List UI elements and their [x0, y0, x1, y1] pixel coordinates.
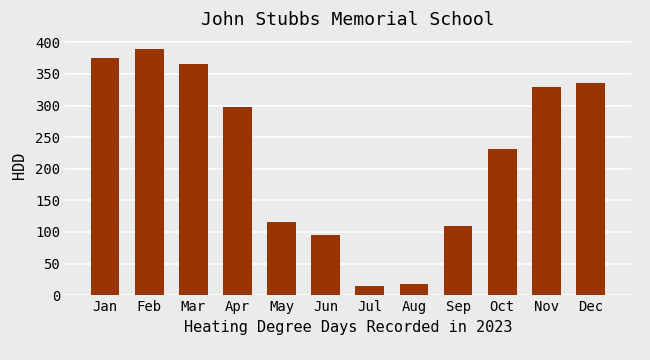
Y-axis label: HDD: HDD	[12, 152, 27, 179]
Bar	[532, 86, 561, 295]
Bar	[91, 58, 120, 295]
Bar	[311, 235, 340, 295]
Bar	[356, 286, 384, 295]
Bar	[488, 149, 517, 295]
Bar	[179, 64, 207, 295]
Bar	[576, 83, 604, 295]
Bar	[444, 226, 473, 295]
Bar	[267, 222, 296, 295]
Bar	[135, 49, 164, 295]
Bar	[400, 284, 428, 295]
X-axis label: Heating Degree Days Recorded in 2023: Heating Degree Days Recorded in 2023	[183, 320, 512, 334]
Title: John Stubbs Memorial School: John Stubbs Memorial School	[201, 11, 495, 29]
Bar	[223, 107, 252, 295]
